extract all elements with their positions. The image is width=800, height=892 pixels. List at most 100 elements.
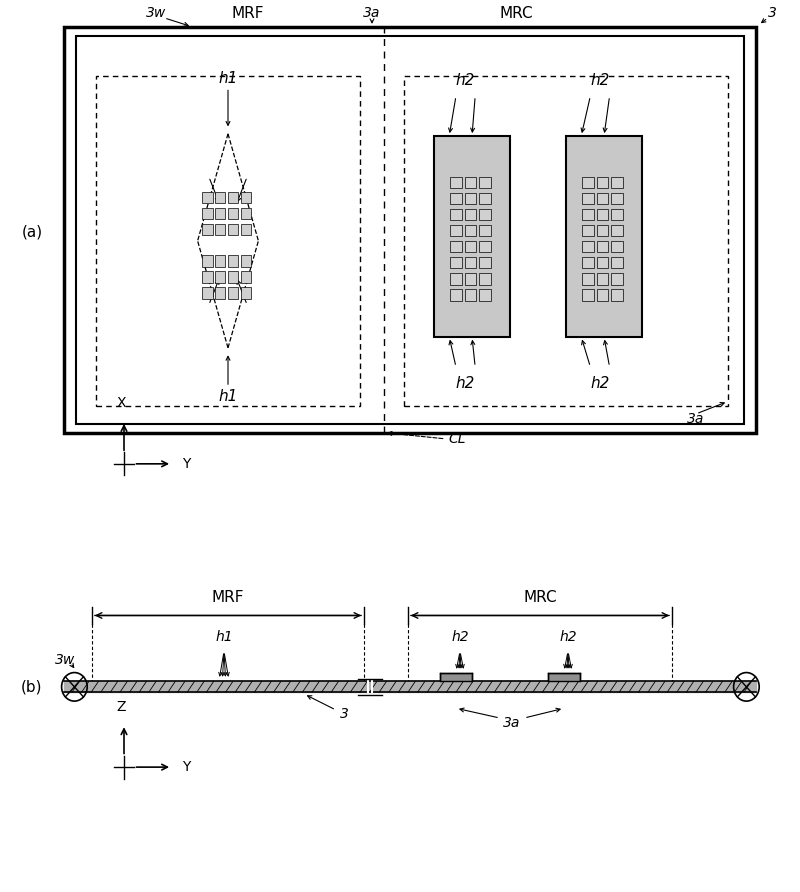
Text: MRF: MRF xyxy=(212,591,244,605)
Text: h2: h2 xyxy=(451,630,469,644)
Text: 3a: 3a xyxy=(687,412,705,426)
Bar xyxy=(215,271,226,283)
Bar xyxy=(202,287,213,299)
Bar xyxy=(450,289,462,301)
Bar xyxy=(582,193,594,204)
Text: h2: h2 xyxy=(456,73,475,88)
Text: X: X xyxy=(117,396,126,410)
Bar xyxy=(215,208,226,219)
Bar xyxy=(434,136,510,337)
Text: 3: 3 xyxy=(339,706,349,721)
Bar xyxy=(215,255,226,267)
Text: h1: h1 xyxy=(215,630,233,644)
Bar xyxy=(465,289,476,301)
Bar xyxy=(548,673,580,681)
Bar xyxy=(450,177,462,188)
Text: h1: h1 xyxy=(218,71,238,86)
Bar xyxy=(202,271,213,283)
Bar xyxy=(479,241,490,252)
Bar xyxy=(479,289,490,301)
Text: h2: h2 xyxy=(456,376,475,391)
Bar xyxy=(597,193,608,204)
Text: MRC: MRC xyxy=(523,591,557,605)
Bar xyxy=(202,255,213,267)
Bar xyxy=(479,177,490,188)
Text: Y: Y xyxy=(182,457,190,471)
Bar xyxy=(611,193,622,204)
Text: 3: 3 xyxy=(767,6,777,21)
Text: CL: CL xyxy=(448,432,466,446)
Bar xyxy=(465,241,476,252)
Bar xyxy=(202,208,213,219)
Bar xyxy=(228,192,238,203)
Text: h2: h2 xyxy=(590,376,610,391)
Bar xyxy=(465,209,476,220)
Bar xyxy=(450,225,462,236)
Bar xyxy=(597,209,608,220)
Bar xyxy=(215,192,226,203)
Bar xyxy=(450,273,462,285)
Bar xyxy=(450,241,462,252)
Text: 3a: 3a xyxy=(503,715,521,730)
Bar xyxy=(611,257,622,268)
Bar xyxy=(228,208,238,219)
Bar xyxy=(202,192,213,203)
Bar xyxy=(611,241,622,252)
Bar xyxy=(215,287,226,299)
Text: 3w: 3w xyxy=(54,653,75,667)
Bar xyxy=(96,76,360,406)
Bar xyxy=(228,255,238,267)
Text: MRF: MRF xyxy=(232,6,264,21)
Bar xyxy=(215,224,226,235)
Bar xyxy=(582,209,594,220)
Bar xyxy=(582,257,594,268)
Bar xyxy=(566,136,642,337)
Bar xyxy=(450,193,462,204)
Bar xyxy=(597,225,608,236)
Bar xyxy=(597,257,608,268)
Bar xyxy=(582,241,594,252)
Bar xyxy=(465,257,476,268)
Bar xyxy=(479,273,490,285)
Bar xyxy=(479,209,490,220)
Bar xyxy=(582,289,594,301)
Bar xyxy=(465,193,476,204)
Bar xyxy=(611,289,622,301)
Bar xyxy=(611,177,622,188)
Bar xyxy=(440,673,472,681)
Bar xyxy=(479,193,490,204)
Bar xyxy=(479,257,490,268)
Text: 3a: 3a xyxy=(363,6,381,21)
Text: h1: h1 xyxy=(218,390,238,404)
Text: Y: Y xyxy=(182,760,190,774)
Bar xyxy=(202,224,213,235)
Bar xyxy=(228,271,238,283)
Bar xyxy=(450,209,462,220)
Bar xyxy=(241,271,251,283)
Bar xyxy=(241,287,251,299)
Bar xyxy=(76,36,744,424)
Bar xyxy=(597,289,608,301)
Bar xyxy=(404,76,728,406)
Bar xyxy=(450,257,462,268)
Bar xyxy=(241,255,251,267)
Bar xyxy=(611,209,622,220)
Bar xyxy=(611,273,622,285)
Text: Z: Z xyxy=(117,699,126,714)
Bar xyxy=(64,27,756,433)
Bar xyxy=(241,192,251,203)
Text: (b): (b) xyxy=(22,680,42,694)
Text: (a): (a) xyxy=(22,225,42,239)
Bar xyxy=(597,241,608,252)
Bar xyxy=(597,177,608,188)
Bar xyxy=(582,225,594,236)
Text: h2: h2 xyxy=(559,630,577,644)
Bar xyxy=(465,225,476,236)
Text: MRC: MRC xyxy=(499,6,533,21)
Bar xyxy=(241,224,251,235)
Bar xyxy=(465,273,476,285)
Bar xyxy=(582,177,594,188)
Bar xyxy=(479,225,490,236)
Bar xyxy=(582,273,594,285)
Bar xyxy=(241,208,251,219)
